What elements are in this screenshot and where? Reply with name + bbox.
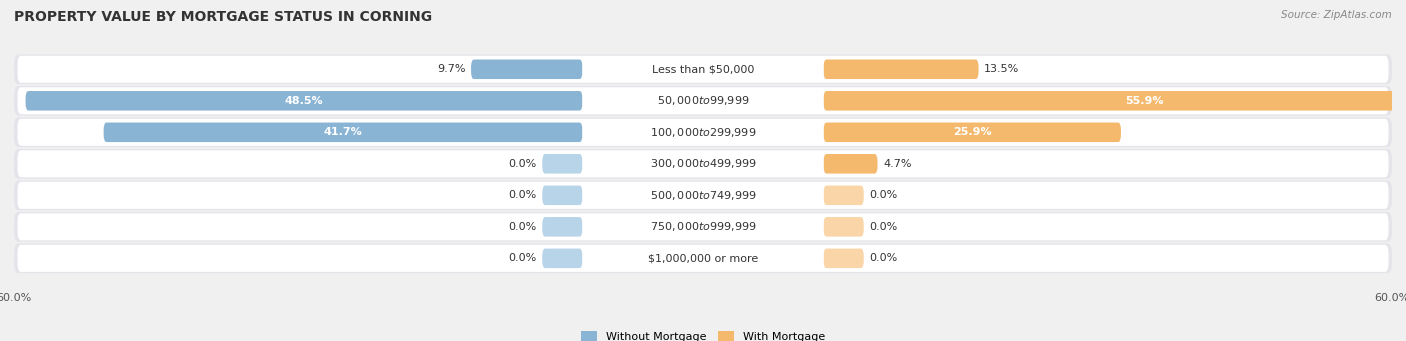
FancyBboxPatch shape xyxy=(17,87,1389,114)
FancyBboxPatch shape xyxy=(17,213,1389,240)
FancyBboxPatch shape xyxy=(582,248,824,269)
FancyBboxPatch shape xyxy=(17,150,1389,177)
FancyBboxPatch shape xyxy=(25,91,582,110)
Text: 25.9%: 25.9% xyxy=(953,127,991,137)
Text: $300,000 to $499,999: $300,000 to $499,999 xyxy=(650,157,756,170)
FancyBboxPatch shape xyxy=(582,90,824,111)
FancyBboxPatch shape xyxy=(17,182,1389,209)
FancyBboxPatch shape xyxy=(17,56,1389,83)
FancyBboxPatch shape xyxy=(14,180,1392,210)
FancyBboxPatch shape xyxy=(543,154,582,174)
FancyBboxPatch shape xyxy=(582,185,824,206)
FancyBboxPatch shape xyxy=(543,249,582,268)
Text: 0.0%: 0.0% xyxy=(869,190,898,200)
FancyBboxPatch shape xyxy=(824,217,863,237)
Text: 0.0%: 0.0% xyxy=(508,222,537,232)
FancyBboxPatch shape xyxy=(824,91,1406,110)
Text: 0.0%: 0.0% xyxy=(508,190,537,200)
Text: $50,000 to $99,999: $50,000 to $99,999 xyxy=(657,94,749,107)
Text: 48.5%: 48.5% xyxy=(284,96,323,106)
Text: PROPERTY VALUE BY MORTGAGE STATUS IN CORNING: PROPERTY VALUE BY MORTGAGE STATUS IN COR… xyxy=(14,10,432,24)
FancyBboxPatch shape xyxy=(14,118,1392,147)
FancyBboxPatch shape xyxy=(582,122,824,143)
Text: $750,000 to $999,999: $750,000 to $999,999 xyxy=(650,220,756,233)
Legend: Without Mortgage, With Mortgage: Without Mortgage, With Mortgage xyxy=(576,327,830,341)
FancyBboxPatch shape xyxy=(824,249,863,268)
FancyBboxPatch shape xyxy=(543,186,582,205)
FancyBboxPatch shape xyxy=(17,119,1389,146)
Text: 41.7%: 41.7% xyxy=(323,127,363,137)
FancyBboxPatch shape xyxy=(543,217,582,237)
Text: $500,000 to $749,999: $500,000 to $749,999 xyxy=(650,189,756,202)
FancyBboxPatch shape xyxy=(582,153,824,174)
FancyBboxPatch shape xyxy=(17,245,1389,272)
FancyBboxPatch shape xyxy=(14,86,1392,116)
FancyBboxPatch shape xyxy=(14,212,1392,242)
Text: 0.0%: 0.0% xyxy=(869,222,898,232)
FancyBboxPatch shape xyxy=(824,154,877,174)
Text: 0.0%: 0.0% xyxy=(508,159,537,169)
FancyBboxPatch shape xyxy=(824,60,979,79)
FancyBboxPatch shape xyxy=(14,243,1392,273)
Text: $1,000,000 or more: $1,000,000 or more xyxy=(648,253,758,263)
Text: Source: ZipAtlas.com: Source: ZipAtlas.com xyxy=(1281,10,1392,20)
FancyBboxPatch shape xyxy=(582,59,824,80)
Text: 55.9%: 55.9% xyxy=(1125,96,1164,106)
Text: 4.7%: 4.7% xyxy=(883,159,911,169)
FancyBboxPatch shape xyxy=(824,186,863,205)
Text: 9.7%: 9.7% xyxy=(437,64,465,74)
Text: 0.0%: 0.0% xyxy=(508,253,537,263)
FancyBboxPatch shape xyxy=(104,122,582,142)
FancyBboxPatch shape xyxy=(14,55,1392,84)
Text: 13.5%: 13.5% xyxy=(984,64,1019,74)
Text: $100,000 to $299,999: $100,000 to $299,999 xyxy=(650,126,756,139)
FancyBboxPatch shape xyxy=(824,122,1121,142)
Text: Less than $50,000: Less than $50,000 xyxy=(652,64,754,74)
FancyBboxPatch shape xyxy=(471,60,582,79)
Text: 0.0%: 0.0% xyxy=(869,253,898,263)
FancyBboxPatch shape xyxy=(14,149,1392,179)
FancyBboxPatch shape xyxy=(582,217,824,237)
